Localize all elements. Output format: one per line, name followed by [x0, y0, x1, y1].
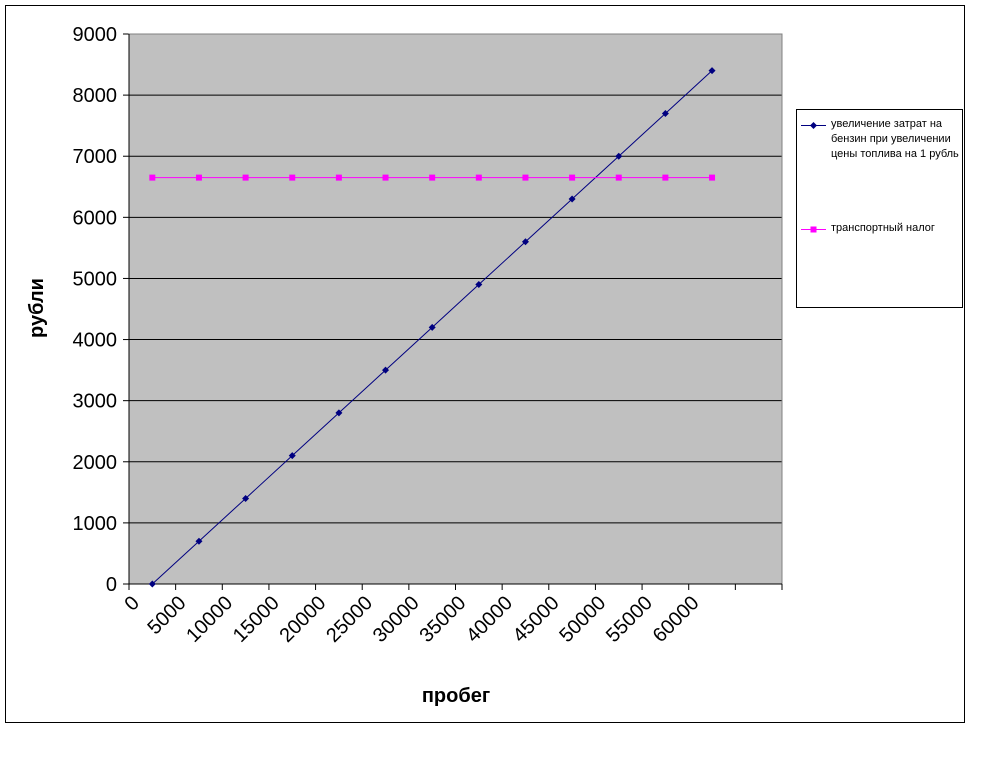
y-tick-label: 9000 — [73, 24, 118, 46]
y-tick-label: 3000 — [73, 391, 118, 413]
y-tick-label: 1000 — [73, 513, 118, 535]
plot-background — [129, 34, 782, 584]
y-tick-label: 6000 — [73, 207, 118, 229]
point — [148, 580, 156, 588]
point — [288, 452, 296, 460]
legend-label: транспортный налог — [831, 222, 935, 234]
point — [382, 366, 390, 374]
point — [475, 174, 482, 181]
legend — [796, 109, 963, 308]
point — [522, 174, 529, 181]
point — [615, 152, 623, 160]
point — [382, 174, 389, 181]
point — [335, 409, 343, 417]
legend-marker — [810, 226, 817, 233]
y-tick-label: 7000 — [73, 146, 118, 168]
legend-label: увеличение затрат на бензин при увеличен… — [831, 118, 959, 160]
point — [242, 494, 250, 502]
point — [568, 195, 576, 203]
point — [195, 537, 203, 545]
point — [708, 67, 716, 75]
y-tick-label: 5000 — [73, 268, 118, 290]
point — [569, 174, 576, 181]
legend-label-box: увеличение затрат на бензин при увеличен… — [831, 118, 959, 160]
x-axis-title: пробег — [422, 685, 490, 707]
legend-marker — [810, 122, 817, 129]
y-tick-label: 8000 — [73, 85, 118, 107]
y-tick-label: 2000 — [73, 452, 118, 474]
point — [428, 323, 436, 331]
point — [521, 238, 529, 246]
point — [662, 174, 669, 181]
point — [149, 174, 156, 181]
legend-entries: увеличение затрат на бензин при увеличен… — [801, 118, 959, 234]
point — [289, 174, 296, 181]
point — [335, 174, 342, 181]
point — [429, 174, 436, 181]
y-axis-title: рубли — [26, 278, 48, 338]
point — [475, 281, 483, 289]
y-tick-label: 4000 — [73, 330, 118, 352]
point — [195, 174, 202, 181]
point — [242, 174, 249, 181]
point — [661, 109, 669, 117]
y-tick-label: 0 — [106, 574, 117, 596]
point — [709, 174, 716, 181]
point — [615, 174, 622, 181]
legend-label-box: транспортный налог — [831, 222, 935, 234]
